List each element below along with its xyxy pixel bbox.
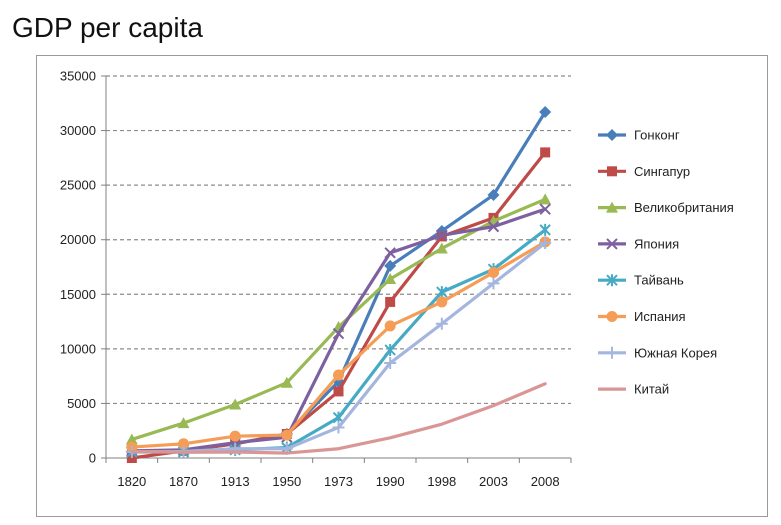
y-tick-label: 20000 <box>60 232 96 247</box>
legend-entry: Китай <box>598 382 669 397</box>
data-point <box>385 296 396 307</box>
data-point <box>384 247 396 259</box>
y-tick-label: 25000 <box>60 178 96 193</box>
legend-entry: Гонконг <box>598 128 680 143</box>
data-point <box>333 369 344 381</box>
data-point <box>125 433 138 445</box>
y-tick-label: 30000 <box>60 123 96 138</box>
series-line <box>130 382 547 455</box>
legend-marker <box>606 201 618 213</box>
y-tick-label: 10000 <box>60 341 96 356</box>
data-point <box>436 296 448 308</box>
legend-entry: Испания <box>598 309 686 324</box>
data-point <box>332 421 345 434</box>
data-point <box>435 242 448 254</box>
data-point <box>384 343 396 356</box>
legend-entry: Южная Корея <box>598 345 717 360</box>
data-point <box>333 386 344 397</box>
series-line <box>130 110 547 454</box>
data-point <box>540 147 551 158</box>
data-point <box>436 229 448 242</box>
legend-label: Гонконг <box>634 128 680 143</box>
data-point <box>539 203 551 215</box>
data-point <box>384 273 397 285</box>
data-point <box>384 320 396 332</box>
x-tick-label: 1998 <box>427 474 456 489</box>
data-point <box>539 223 551 236</box>
x-tick-label: 1973 <box>324 474 353 489</box>
series-8 <box>130 382 547 455</box>
data-point <box>539 193 552 205</box>
data-point <box>177 417 190 429</box>
data-point <box>280 376 293 388</box>
grid-layer <box>106 75 571 405</box>
data-point <box>436 286 448 299</box>
legend-label: Великобритания <box>634 200 734 215</box>
legend-layer: Гонконг Сингапур Великобритания Япония Тайва… <box>598 128 734 397</box>
x-tick-label: 1820 <box>117 474 146 489</box>
series-7 <box>125 236 552 458</box>
y-tick-label: 0 <box>89 451 96 466</box>
legend-entry: Великобритания <box>598 200 734 215</box>
legend-label: Сингапур <box>634 164 690 179</box>
x-tick-label: 1913 <box>221 474 250 489</box>
data-point <box>229 430 241 442</box>
data-point <box>126 453 137 463</box>
legend-label: Китай <box>634 382 669 397</box>
legend-label: Испания <box>634 309 686 324</box>
data-point <box>488 266 499 278</box>
data-point <box>384 357 397 370</box>
data-point <box>229 398 242 410</box>
legend-marker <box>606 274 618 287</box>
legend-entry: Япония <box>598 236 679 251</box>
legend-label: Япония <box>634 236 679 251</box>
legend-label: Южная Корея <box>634 345 717 360</box>
data-point <box>384 259 397 272</box>
legend-label: Тайвань <box>634 273 684 288</box>
gdp-line-chart: 0 5000 10000 15000 20000 25000 30000 35000 1820 1… <box>60 69 734 490</box>
series-layer <box>125 106 552 463</box>
legend-marker <box>606 238 618 250</box>
series-1 <box>125 106 552 458</box>
legend-entry: Сингапур <box>598 164 690 179</box>
data-point <box>487 188 500 201</box>
data-point <box>487 220 500 233</box>
data-point <box>178 438 189 450</box>
x-tick-label: 1870 <box>169 474 198 489</box>
page-title: GDP per capita <box>12 12 203 43</box>
legend-marker <box>607 166 617 177</box>
series-6 <box>126 236 551 453</box>
legend-entry: Тайвань <box>598 273 684 288</box>
axis-layer: 0 5000 10000 15000 20000 25000 30000 35000 1820 1… <box>60 69 572 489</box>
x-tick-label: 1990 <box>376 474 405 489</box>
legend-marker <box>606 129 618 141</box>
x-tick-label: 1950 <box>272 474 301 489</box>
data-point <box>539 236 552 249</box>
y-tick-label: 15000 <box>60 287 96 302</box>
data-point <box>281 429 293 441</box>
x-tick-label: 2008 <box>531 474 560 489</box>
x-tick-label: 2003 <box>479 474 508 489</box>
legend-marker <box>606 346 618 359</box>
y-tick-label: 35000 <box>60 69 96 84</box>
data-point <box>539 106 552 119</box>
legend-marker <box>606 311 618 322</box>
data-point <box>487 277 500 290</box>
chart-frame: 0 5000 10000 15000 20000 25000 30000 35000 1820 1… <box>36 55 768 517</box>
data-point <box>332 327 345 340</box>
y-tick-label: 5000 <box>67 396 96 411</box>
data-point <box>435 317 448 330</box>
